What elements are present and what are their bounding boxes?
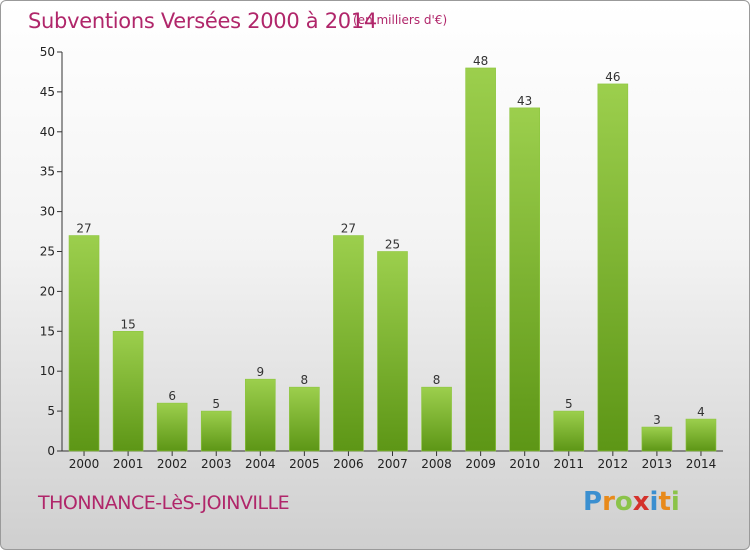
bar-value-label: 46 (605, 70, 620, 84)
bar (465, 67, 496, 452)
x-tick-label: 2011 (553, 457, 584, 471)
x-tick-label: 2004 (245, 457, 276, 471)
bar-value-label: 27 (341, 222, 356, 236)
bar-value-label: 25 (385, 238, 400, 252)
x-tick-label: 2005 (289, 457, 320, 471)
x-tick-label: 2012 (598, 457, 629, 471)
x-tick-label: 2007 (377, 457, 408, 471)
bar (200, 410, 232, 452)
bar (685, 418, 717, 452)
bar (245, 378, 276, 452)
x-tick-label: 2014 (686, 457, 717, 471)
bar (553, 410, 585, 452)
bar-value-label: 48 (473, 54, 488, 68)
bar-value-label: 15 (120, 317, 135, 331)
bar-value-label: 27 (76, 222, 91, 236)
y-tick-label: 30 (40, 205, 55, 219)
x-tick-label: 2006 (333, 457, 364, 471)
y-tick-label: 40 (40, 125, 55, 139)
bar-value-label: 3 (653, 413, 661, 427)
bar (597, 83, 629, 452)
x-tick-label: 2009 (465, 457, 496, 471)
bar-value-label: 4 (697, 405, 705, 419)
bar-value-label: 6 (168, 389, 176, 403)
bar-value-label: 8 (433, 373, 441, 387)
chart-title: Subventions Versées 2000 à 2014 (28, 9, 377, 33)
x-tick-label: 2010 (509, 457, 540, 471)
bar-value-label: 43 (517, 94, 532, 108)
bar-value-label: 5 (212, 397, 220, 411)
bar (509, 107, 541, 452)
x-tick-label: 2002 (157, 457, 188, 471)
y-tick-label: 50 (40, 45, 55, 59)
x-tick-label: 2008 (421, 457, 452, 471)
bar (377, 251, 408, 452)
chart-subtitle: (en milliers d'€) (353, 13, 448, 27)
y-tick-label: 10 (40, 364, 55, 378)
y-tick-label: 20 (40, 284, 55, 298)
bar (421, 386, 452, 452)
x-tick-label: 2003 (201, 457, 232, 471)
bar (68, 235, 100, 452)
bar (641, 426, 673, 452)
bar (333, 235, 364, 452)
bar-value-label: 9 (256, 365, 264, 379)
bar-value-label: 5 (565, 397, 573, 411)
bar-value-label: 8 (301, 373, 309, 387)
bar (156, 402, 188, 452)
x-tick-label: 2000 (69, 457, 100, 471)
bar (112, 330, 144, 452)
proxiti-logo: Proxiti (583, 487, 680, 517)
y-tick-label: 0 (47, 444, 55, 458)
region-name: THONNANCE-LèS-JOINVILLE (38, 492, 290, 514)
y-tick-label: 45 (40, 85, 55, 99)
x-tick-label: 2013 (642, 457, 673, 471)
y-tick-label: 5 (47, 404, 55, 418)
y-tick-label: 35 (40, 165, 55, 179)
bar (289, 386, 320, 452)
y-tick-label: 15 (40, 324, 55, 338)
y-tick-label: 25 (40, 245, 55, 259)
x-tick-label: 2001 (113, 457, 144, 471)
